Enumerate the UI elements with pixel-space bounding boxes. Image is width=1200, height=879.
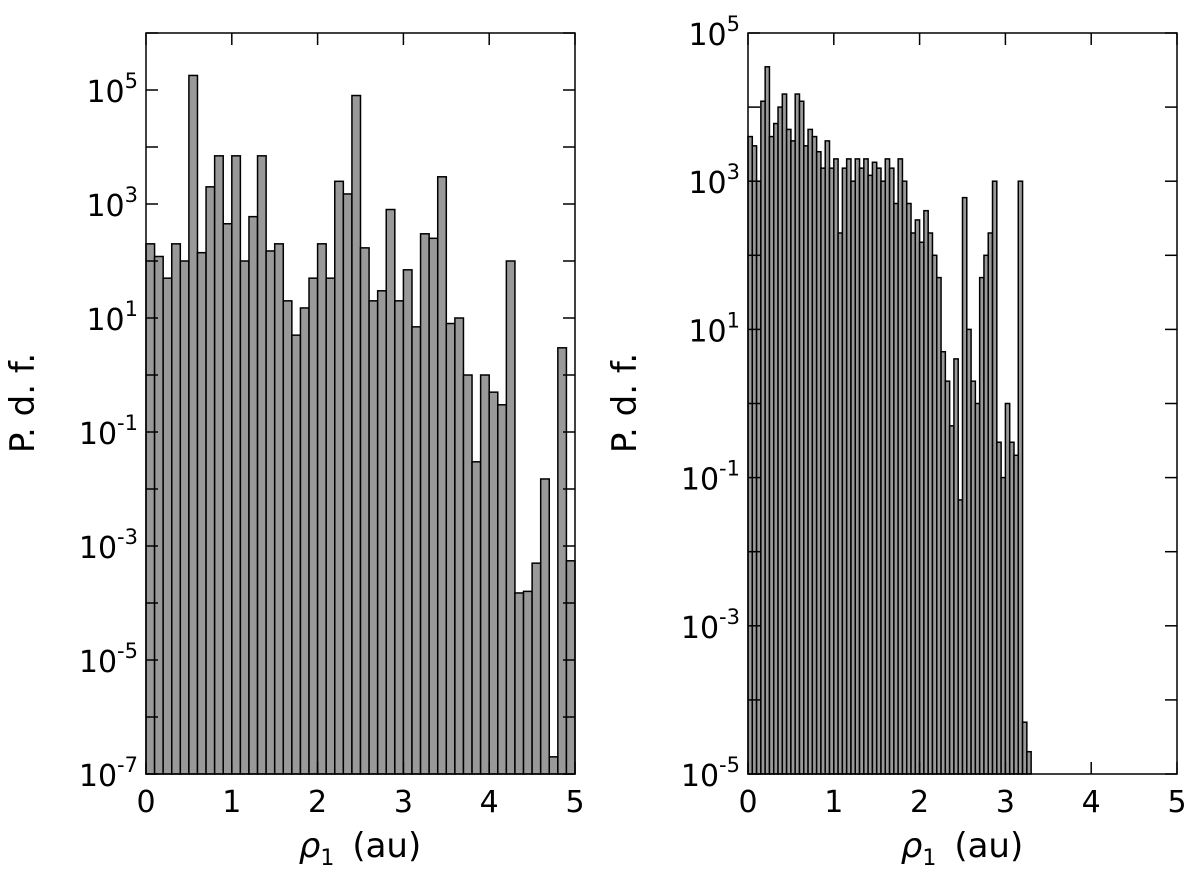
- bar: [179, 260, 190, 775]
- bar: [428, 237, 439, 775]
- right-panel: 0 1 2 3 4 5 10-5 10-3 10-1 101 103 105 ρ1 (au) P. d…: [605, 12, 1187, 871]
- y-tick-label: 105: [688, 12, 740, 53]
- y-tick-label: 101: [86, 297, 138, 338]
- bar: [514, 592, 525, 775]
- right-y-axis: 10-5 10-3 10-1 101 103 105: [681, 12, 1177, 794]
- left-bars: [145, 74, 576, 775]
- y-tick-label: 10-5: [681, 753, 740, 794]
- bar: [145, 243, 156, 775]
- x-tick-label: 0: [738, 785, 757, 820]
- x-tick-label: 4: [1082, 785, 1101, 820]
- y-tick-label: 103: [688, 160, 740, 201]
- right-x-axis: 0 1 2 3 4 5: [738, 33, 1187, 820]
- bar: [239, 260, 250, 775]
- bar: [359, 247, 370, 775]
- x-tick-label: 4: [480, 785, 499, 820]
- bar: [248, 215, 259, 775]
- left-x-axis: 0 1 2 3 4 5: [136, 33, 585, 820]
- bar: [368, 300, 379, 775]
- x-tick-label: 3: [996, 785, 1015, 820]
- left-plot-frame: [145, 32, 576, 775]
- bar: [548, 756, 559, 775]
- bar: [188, 74, 199, 775]
- right-plot-frame: [747, 32, 1178, 775]
- bar: [402, 269, 413, 775]
- bar: [445, 322, 456, 775]
- bar: [505, 260, 516, 775]
- y-tick-label: 10-1: [681, 457, 740, 498]
- y-tick-label: 103: [86, 183, 138, 224]
- x-tick-label: 3: [394, 785, 413, 820]
- bar: [265, 250, 276, 775]
- bar: [557, 347, 568, 775]
- y-tick-label: 10-3: [681, 605, 740, 646]
- bar: [462, 374, 473, 775]
- y-tick-label: 101: [688, 308, 740, 349]
- bar: [299, 307, 310, 775]
- x-tick-label: 1: [222, 785, 241, 820]
- bar: [273, 243, 285, 775]
- bar: [471, 461, 482, 775]
- bar: [376, 290, 387, 775]
- bar: [162, 277, 173, 775]
- left-y-axis-label: P. d. f.: [3, 353, 43, 453]
- x-tick-label: 2: [910, 785, 929, 820]
- x-tick-label: 0: [136, 785, 155, 820]
- bar: [454, 317, 465, 775]
- x-tick-label: 2: [308, 785, 327, 820]
- bar: [385, 208, 396, 775]
- right-x-axis-label: ρ1 (au): [901, 826, 1024, 871]
- bar: [308, 277, 319, 775]
- bar: [394, 300, 405, 775]
- bar: [282, 300, 293, 775]
- y-tick-label: 10-5: [79, 639, 138, 680]
- bar: [342, 193, 353, 775]
- bar: [531, 562, 542, 775]
- bar: [334, 180, 345, 775]
- bar: [539, 478, 551, 775]
- bar: [256, 155, 267, 775]
- bar: [1026, 750, 1032, 775]
- right-bars: [747, 66, 1032, 775]
- y-tick-label: 10-7: [79, 753, 138, 794]
- left-x-axis-label: ρ1 (au): [299, 826, 422, 871]
- bar: [522, 590, 533, 775]
- bar: [231, 155, 242, 775]
- bar: [565, 560, 576, 775]
- bar: [351, 94, 362, 775]
- y-tick-label: 105: [86, 69, 138, 110]
- x-tick-label: 5: [1167, 785, 1186, 820]
- x-tick-label: 1: [824, 785, 843, 820]
- bar: [497, 404, 508, 775]
- bar: [488, 391, 499, 775]
- bar: [213, 155, 224, 775]
- bar: [411, 326, 422, 775]
- right-y-axis-label: P. d. f.: [605, 353, 645, 453]
- x-tick-label: 5: [565, 785, 584, 820]
- bar: [479, 374, 490, 775]
- bar: [325, 277, 336, 775]
- bar: [222, 223, 233, 775]
- bar: [170, 243, 182, 775]
- bar: [153, 255, 164, 775]
- y-tick-label: 10-3: [79, 525, 138, 566]
- bar: [419, 233, 430, 775]
- y-tick-label: 10-1: [79, 411, 138, 452]
- bar: [196, 251, 207, 775]
- bar: [436, 176, 448, 775]
- bar: [291, 334, 302, 775]
- bar: [1017, 180, 1024, 775]
- bar: [205, 186, 216, 775]
- bar: [316, 243, 327, 775]
